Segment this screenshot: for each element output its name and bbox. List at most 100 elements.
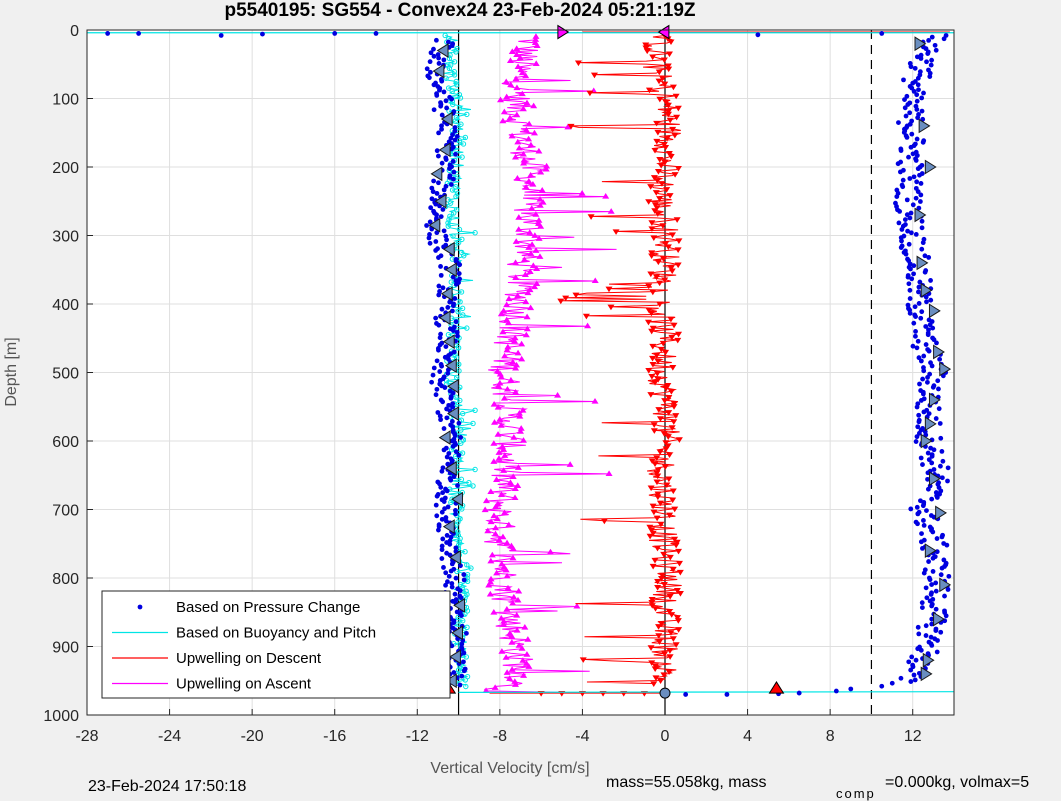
data-point-pressure-descent (457, 588, 463, 594)
data-point-upwelling-descent (665, 476, 673, 483)
data-point-upwelling-descent (669, 126, 677, 133)
data-point-upwelling-descent (666, 594, 674, 600)
marker-triangle-left (434, 193, 447, 209)
data-point-pressure-bottom (833, 688, 839, 694)
data-point-upwelling-descent (650, 175, 658, 181)
footer-volume: =0.000kg, volmax=5 (885, 774, 1029, 791)
data-point-upwelling-descent (647, 271, 655, 278)
data-point-pressure-ascent (939, 534, 945, 540)
data-point-upwelling-descent (648, 374, 656, 380)
data-point-upwelling-ascent (520, 159, 528, 166)
data-point-pressure-descent (436, 255, 441, 260)
data-point-pressure-ascent (921, 90, 926, 96)
marker-triangle-left (438, 142, 451, 158)
data-point-pressure-ascent (913, 439, 919, 444)
marker-triangle-left (449, 649, 461, 665)
data-point-pressure-ascent (929, 603, 935, 609)
data-point-pressure-ascent (928, 297, 934, 303)
data-point-upwelling-ascent (607, 208, 615, 214)
data-point-upwelling-descent (662, 386, 670, 392)
data-point-upwelling-descent (651, 147, 659, 154)
data-point-pressure-descent (450, 274, 456, 280)
data-point-buoyancy-pitch (459, 236, 465, 243)
data-point-pressure-descent (438, 214, 444, 219)
data-point-pressure-ascent (908, 230, 914, 236)
data-point-upwelling-descent (668, 334, 676, 341)
data-point-pressure-ascent (927, 322, 933, 328)
data-point-upwelling-descent (670, 401, 678, 407)
data-point-upwelling-ascent (532, 211, 540, 217)
data-point-buoyancy-pitch (463, 588, 469, 594)
data-point-upwelling-descent (669, 497, 677, 504)
data-point-buoyancy-pitch (459, 506, 465, 512)
data-point-upwelling-descent (660, 672, 668, 678)
data-point-pressure-descent (450, 404, 456, 410)
data-point-pressure-ascent (914, 98, 920, 104)
data-point-pressure-surface (136, 31, 142, 36)
data-point-upwelling-ascent (512, 259, 520, 265)
data-point-upwelling-descent (652, 675, 660, 682)
legend: Based on Pressure Change Based on Buoyanc… (101, 590, 451, 699)
data-point-buoyancy-pitch (447, 62, 454, 68)
data-point-upwelling-ascent (527, 141, 535, 148)
data-point-upwelling-ascent (497, 491, 505, 498)
data-point-upwelling-ascent (497, 373, 505, 380)
data-point-pressure-descent (437, 413, 443, 419)
data-point-pressure-ascent (915, 424, 921, 430)
data-point-pressure-descent (439, 78, 445, 84)
data-point-pressure-descent (439, 509, 445, 515)
data-point-pressure-ascent (910, 151, 916, 157)
data-point-pressure-ascent (929, 616, 935, 622)
data-point-upwelling-descent (656, 96, 664, 103)
data-point-upwelling-ascent (505, 319, 513, 326)
data-point-upwelling-descent (665, 669, 673, 675)
data-point-pressure-ascent (915, 624, 921, 630)
data-point-upwelling-descent (674, 105, 682, 112)
data-point-upwelling-ascent (485, 581, 493, 588)
data-point-pressure-ascent (898, 245, 904, 250)
data-point-buoyancy-pitch (446, 216, 452, 223)
data-point-pressure-ascent (918, 192, 924, 198)
data-point-upwelling-descent (676, 569, 684, 576)
data-point-pressure-ascent (933, 416, 939, 421)
footer-mass: mass=55.058kg, mass (606, 774, 767, 791)
data-point-pressure-ascent (905, 274, 911, 280)
data-point-pressure-descent (436, 322, 442, 328)
data-point-upwelling-descent (656, 280, 664, 287)
data-point-pressure-descent (439, 543, 445, 549)
data-point-upwelling-descent (667, 265, 675, 272)
data-point-upwelling-ascent (511, 681, 519, 687)
data-point-pressure-ascent (927, 74, 933, 79)
marker-triangle-right (928, 471, 941, 487)
data-point-upwelling-descent (653, 370, 661, 377)
x-tick-label: -12 (406, 728, 429, 745)
data-point-pressure-ascent (902, 217, 908, 223)
data-point-pressure-descent (453, 281, 459, 287)
data-point-upwelling-ascent (495, 455, 503, 461)
data-point-pressure-descent (440, 207, 446, 212)
data-point-buoyancy-pitch (454, 174, 461, 180)
data-point-pressure-descent (447, 175, 453, 180)
data-point-pressure-ascent (920, 546, 925, 551)
data-point-upwelling-descent (645, 367, 653, 374)
data-point-buoyancy-pitch (456, 226, 463, 233)
data-point-buoyancy-pitch (452, 118, 459, 124)
data-point-pressure-ascent (917, 199, 923, 204)
data-point-buoyancy-pitch (453, 78, 459, 85)
data-point-pressure-descent (455, 333, 460, 339)
data-point-pressure-descent (451, 176, 456, 182)
data-point-pressure-ascent (909, 276, 915, 282)
data-point-pressure-ascent (907, 215, 913, 221)
data-point-pressure-descent (447, 166, 452, 171)
data-point-pressure-ascent (919, 600, 925, 606)
data-point-upwelling-ascent (511, 153, 519, 160)
data-point-pressure-ascent (915, 189, 921, 195)
data-point-pressure-descent (458, 595, 464, 601)
data-point-upwelling-ascent (505, 295, 513, 302)
data-point-pressure-ascent (899, 238, 904, 244)
data-point-upwelling-ascent (509, 473, 517, 479)
y-tick-label: 400 (52, 297, 79, 314)
data-point-upwelling-descent (662, 349, 670, 356)
data-point-upwelling-descent (661, 277, 669, 284)
data-point-buoyancy-pitch (456, 539, 462, 545)
